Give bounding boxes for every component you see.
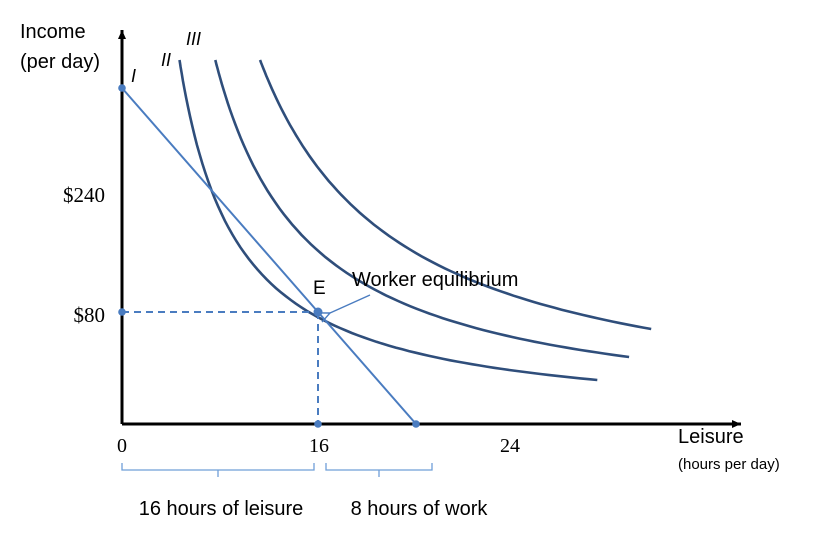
x-axis-title: Leisure (678, 426, 744, 448)
equilibrium-arrow (330, 294, 371, 313)
equilibrium-label: E (313, 278, 326, 299)
x-tick-label: 16 (309, 435, 329, 457)
work-brace (325, 463, 433, 477)
indifference-curve-I (178, 59, 598, 382)
indifference-curves (178, 59, 652, 382)
income-80-dot (118, 308, 126, 316)
y-axis-title: Income (20, 21, 86, 43)
y-axis-subtitle: (per day) (20, 51, 100, 73)
curve-label-III: III (186, 29, 201, 49)
y-tick-label: $240 (63, 183, 105, 207)
equilibrium-dot (313, 307, 323, 317)
leisure-brace-label: 16 hours of leisure (139, 498, 304, 520)
leisure-24-dot (412, 420, 420, 428)
y-tick-label: $80 (74, 303, 106, 327)
budget-line (121, 87, 417, 425)
x-axis-subtitle: (hours per day) (678, 456, 780, 473)
equilibrium-annotation: Worker equilibrium (352, 269, 518, 291)
work-brace-label: 8 hours of work (351, 498, 489, 520)
x-tick-label: 0 (117, 435, 127, 457)
x-tick-label: 24 (500, 435, 520, 457)
income-240-dot (118, 84, 126, 92)
indifference-curve-II (214, 59, 630, 359)
leisure-brace (121, 463, 315, 477)
curve-label-I: I (131, 66, 136, 86)
indifference-curve-III (258, 59, 652, 331)
leisure-16-dot (314, 420, 322, 428)
curve-label-II: II (161, 50, 171, 70)
